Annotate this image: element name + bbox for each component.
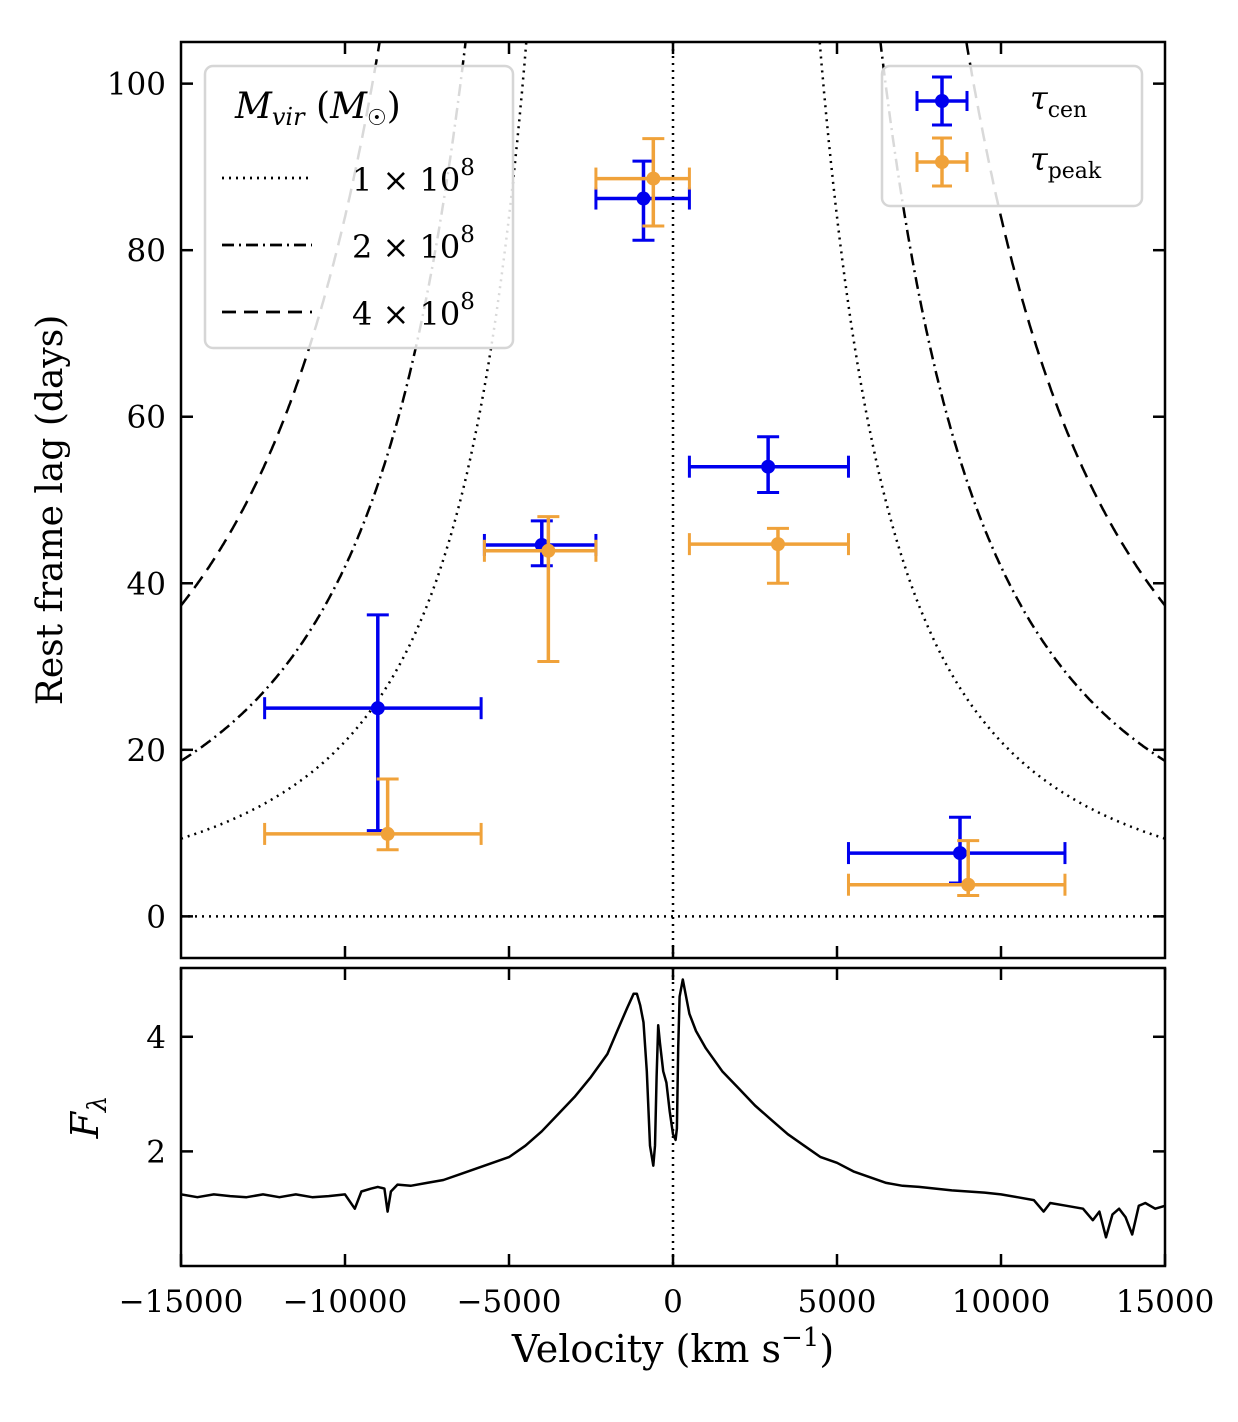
tau-legend-marker-tau_peak xyxy=(935,155,949,169)
mass-legend-box xyxy=(203,64,515,350)
tau_cen-point-5 xyxy=(846,815,1067,885)
tau-legend-swatch-tau_peak xyxy=(915,136,969,188)
tau_cen-marker-5 xyxy=(953,846,967,861)
tau_peak-point-5 xyxy=(846,839,1067,898)
virial-curve-2e8-right xyxy=(879,42,1165,762)
top-ytick-label: 20 xyxy=(127,733,166,769)
tau_cen-point-2 xyxy=(482,519,598,568)
tau-legend-swatch-tau_cen xyxy=(915,75,969,127)
bottom-y-axis-label: Fλ xyxy=(63,1096,113,1140)
mass-legend-entries: 1 × 108 2 × 108 4 × 108 xyxy=(222,155,475,333)
lag-panel: 0 20 40 60 80 100 Rest frame lag (days) Mvir … xyxy=(30,40,1167,960)
tau_cen-marker-4 xyxy=(761,459,776,474)
tau-legend-marker-tau_cen xyxy=(935,94,949,108)
lag-points xyxy=(263,137,1067,898)
mass-legend-label-2: 2 × 108 xyxy=(352,222,475,266)
tau_cen-marker-1 xyxy=(370,701,385,716)
tau_peak-marker-5 xyxy=(961,877,976,892)
bottom-xtick-label: 5000 xyxy=(798,1284,877,1320)
spectrum-line xyxy=(181,978,1165,1239)
top-axis-ticks: 0 20 40 60 80 100 xyxy=(107,42,1165,958)
virial-curves xyxy=(181,42,1165,840)
tau-legend-label-tau_cen: τcen xyxy=(1030,79,1087,123)
tau-legend-box xyxy=(880,64,1144,208)
bottom-xtick-label: −5000 xyxy=(457,1284,562,1320)
tau_cen-marker-3 xyxy=(636,191,651,206)
tau_cen-point-1 xyxy=(263,613,483,833)
tau_peak-marker-3 xyxy=(646,171,661,186)
virial-curve-2e8-left xyxy=(181,42,467,762)
tau_peak-marker-2 xyxy=(541,543,556,558)
tau_peak-point-3 xyxy=(594,137,691,228)
bottom-ytick-label: 2 xyxy=(146,1134,166,1170)
bottom-xtick-label: −15000 xyxy=(119,1284,244,1320)
top-reference-lines xyxy=(181,42,1165,958)
mass-legend-title: Mvir (M☉) xyxy=(234,86,401,131)
bottom-xtick-label: 0 xyxy=(663,1284,683,1320)
bottom-xtick-label: −10000 xyxy=(283,1284,408,1320)
bottom-xtick-label: 15000 xyxy=(1116,1284,1215,1320)
mass-legend-label-3: 4 × 108 xyxy=(352,289,475,333)
x-axis-label: Velocity (km s−1) xyxy=(511,1323,834,1371)
bottom-axis-ticks: −15000 −10000 −5000 0 5000 10000 15000 2 4 xyxy=(119,968,1215,1320)
tau_peak-marker-4 xyxy=(770,537,785,552)
top-ytick-label: 0 xyxy=(146,899,166,935)
bottom-xtick-label: 10000 xyxy=(952,1284,1051,1320)
spectrum-panel: −15000 −10000 −5000 0 5000 10000 15000 2 4 Fλ Ve… xyxy=(63,966,1215,1371)
spectrum-line-group xyxy=(181,978,1165,1239)
top-ytick-label: 60 xyxy=(127,400,166,436)
tau-legend-entries: τcen τpeak xyxy=(915,75,1102,188)
top-ytick-label: 40 xyxy=(127,566,166,602)
top-ytick-label: 100 xyxy=(107,67,166,103)
top-y-axis-label: Rest frame lag (days) xyxy=(30,315,71,706)
tau_peak-marker-1 xyxy=(380,826,395,841)
tau_cen-point-3 xyxy=(594,159,691,242)
tau_peak-point-1 xyxy=(263,777,483,852)
bottom-ytick-label: 4 xyxy=(146,1020,166,1056)
tau_peak-point-2 xyxy=(482,515,598,664)
mass-legend-label-1: 1 × 108 xyxy=(352,155,475,199)
tau_peak-point-4 xyxy=(687,526,850,585)
tau-legend-label-tau_peak: τpeak xyxy=(1030,140,1102,184)
tau_cen-point-4 xyxy=(687,435,850,495)
mass-legend: Mvir (M☉) 1 × 108 2 × 108 4 × 108 xyxy=(203,64,515,350)
tau-legend: τcen τpeak xyxy=(880,64,1144,208)
top-ytick-label: 80 xyxy=(127,233,166,269)
